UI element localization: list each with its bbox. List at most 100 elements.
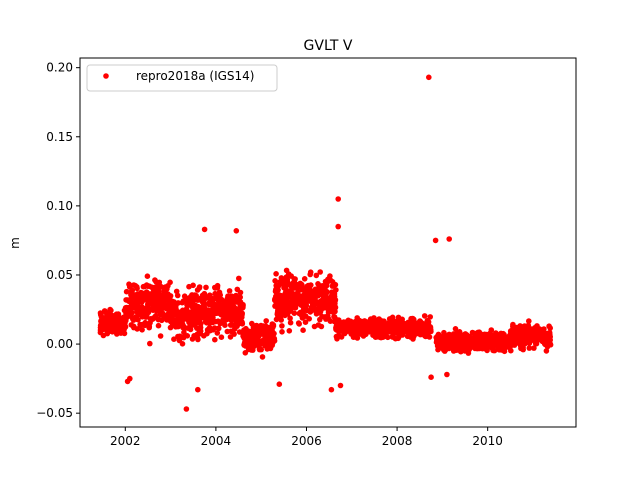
data-point (313, 272, 320, 279)
data-point (194, 331, 200, 338)
data-point (146, 300, 153, 307)
data-point (528, 337, 535, 344)
data-point (327, 273, 333, 279)
data-point (328, 277, 334, 284)
y-axis: −0.05 0.00 0.05 0.10 0.15 0.20 (36, 61, 80, 420)
data-point (531, 345, 537, 351)
data-point (283, 287, 289, 293)
data-point (213, 310, 220, 316)
y-axis-label: m (8, 237, 22, 249)
data-point (237, 299, 244, 305)
data-point (156, 288, 162, 294)
data-point (273, 271, 279, 277)
data-point (335, 332, 342, 339)
data-point (190, 282, 196, 289)
data-point (378, 318, 385, 325)
data-point (401, 326, 408, 332)
data-point (152, 277, 158, 283)
data-point (228, 317, 234, 323)
data-point (308, 282, 314, 288)
data-point (233, 228, 240, 234)
data-point (328, 386, 335, 393)
data-point (122, 323, 129, 330)
data-point (388, 326, 395, 332)
data-point (290, 285, 296, 291)
data-point (510, 321, 516, 328)
data-point (532, 326, 539, 332)
data-point (113, 324, 119, 330)
data-point (134, 326, 140, 332)
data-point (133, 316, 139, 322)
data-point (407, 334, 414, 340)
data-points (97, 74, 554, 412)
data-point (414, 330, 421, 337)
data-point (319, 286, 326, 293)
data-point (407, 323, 414, 330)
data-point (265, 344, 271, 351)
data-point (218, 297, 224, 303)
data-point (209, 319, 216, 326)
data-point (222, 322, 228, 329)
data-point (201, 309, 207, 316)
legend: repro2018a (IGS14) (86, 64, 278, 92)
data-point (132, 293, 138, 300)
data-point (335, 325, 342, 332)
data-point (289, 296, 296, 303)
data-point (398, 317, 405, 324)
data-point (260, 324, 267, 331)
data-point (511, 342, 518, 348)
data-point (167, 279, 173, 286)
data-point (446, 236, 453, 242)
data-point (355, 328, 362, 334)
data-point (157, 304, 164, 311)
data-point (300, 327, 306, 334)
data-point (345, 317, 352, 324)
legend-marker (103, 73, 109, 79)
x-tick-label: 2008 (382, 434, 413, 448)
data-point (183, 406, 190, 412)
legend-label: repro2018a (IGS14) (136, 69, 254, 83)
data-point (335, 196, 342, 202)
data-point (259, 354, 266, 360)
data-point (456, 331, 462, 338)
data-point (182, 314, 188, 321)
legend-box (86, 64, 278, 92)
data-point (453, 341, 460, 347)
data-point (151, 298, 158, 304)
data-point (168, 314, 175, 321)
data-point (372, 334, 379, 341)
data-point (213, 291, 220, 298)
data-point (270, 323, 277, 329)
data-point (227, 322, 234, 328)
x-tick-label: 2006 (291, 434, 322, 448)
data-point (164, 305, 170, 311)
data-point (380, 334, 386, 341)
data-point (102, 315, 108, 321)
data-point (285, 308, 291, 315)
data-point (128, 303, 134, 310)
data-point (212, 285, 218, 291)
data-point (204, 330, 210, 337)
data-point (542, 341, 549, 348)
data-point (374, 318, 381, 325)
data-point (237, 294, 243, 301)
y-tick-label: 0.15 (46, 130, 73, 144)
data-point (427, 324, 434, 330)
data-point (236, 275, 242, 282)
data-point (124, 314, 130, 321)
data-point (292, 304, 299, 311)
data-point (146, 292, 153, 298)
data-point (228, 310, 235, 316)
data-point (149, 306, 155, 313)
data-point (186, 298, 192, 305)
data-point (139, 321, 146, 328)
data-point (139, 293, 146, 300)
data-point (465, 350, 472, 356)
data-point (141, 308, 147, 314)
data-point (487, 330, 493, 337)
data-point (127, 297, 133, 304)
data-point (291, 310, 298, 317)
data-point (146, 323, 153, 330)
data-point (307, 269, 314, 276)
